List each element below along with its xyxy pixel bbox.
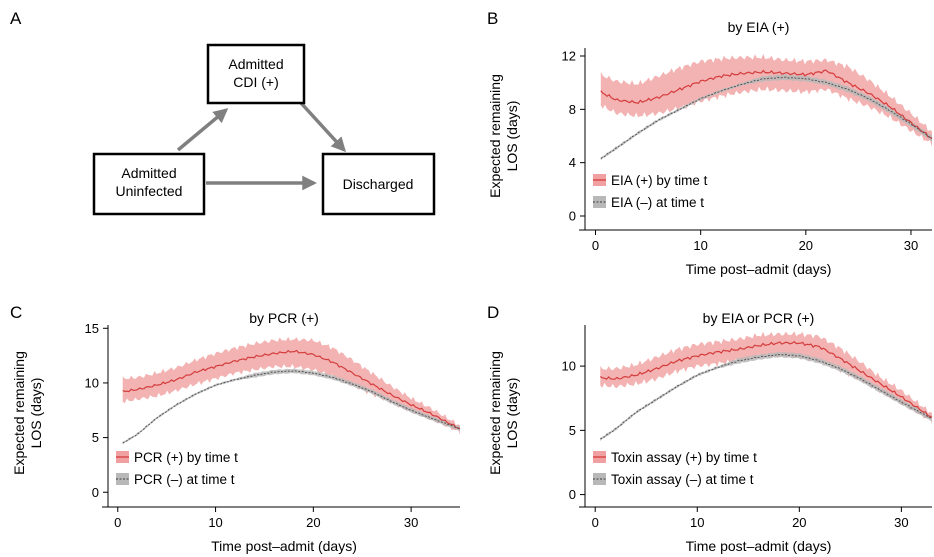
legend-label-c-1: PCR (–) at time t: [134, 472, 235, 487]
panel-letter-d: D: [487, 303, 499, 322]
panel-letter-c: C: [10, 303, 22, 322]
chart-panel-b: by EIA (+) 0 4 8 12 0 10 20 30 Time post–admit (d…: [487, 19, 933, 277]
node-admitted-cdi-line2: CDI (+): [233, 74, 279, 90]
y-axis-label-b: Expected remainingLOS (days): [487, 74, 520, 198]
y-tick-label-d-2: 10: [562, 359, 576, 374]
state-diagram: Admitted CDI (+) Admitted Uninfected Dis…: [92, 43, 436, 216]
chart-title-b: by EIA (+): [728, 19, 790, 35]
x-tick-label-d-0: 0: [592, 515, 599, 530]
node-admitted-cdi-line1: Admitted: [228, 56, 283, 72]
arrow-cdi-to-discharged: [299, 101, 346, 153]
x-tick-label-b-2: 20: [799, 238, 813, 253]
y-axis-label-c: Expected remainingLOS (days): [11, 351, 44, 475]
y-tick-label-b-1: 4: [569, 155, 576, 170]
x-tick-label-c-3: 30: [404, 515, 418, 530]
node-discharged-label: Discharged: [343, 176, 414, 192]
series-line-d-negative: [600, 353, 933, 440]
y-axis-label-line-d-0: Expected remaining: [487, 351, 503, 475]
y-axis-label-line-d-1: LOS (days): [504, 378, 520, 449]
legend-label-d-1: Toxin assay (–) at time t: [611, 472, 754, 487]
y-axis-label-line-b-0: Expected remaining: [487, 74, 503, 198]
y-tick-label-c-3: 15: [85, 321, 99, 336]
chart-title-d: by EIA or PCR (+): [703, 310, 815, 326]
y-tick-label-c-1: 5: [92, 430, 99, 445]
y-axis-label-d: Expected remainingLOS (days): [487, 351, 520, 475]
ci-band-b-positive: [600, 54, 932, 147]
x-tick-label-b-1: 10: [693, 238, 707, 253]
node-discharged-box: [321, 152, 436, 216]
x-tick-label-c-2: 20: [306, 515, 320, 530]
y-tick-label-d-0: 0: [569, 487, 576, 502]
series-line-b-negative: [600, 76, 933, 159]
x-tick-label-d-1: 10: [690, 515, 704, 530]
y-tick-label-b-2: 8: [569, 102, 576, 117]
legend-label-b-0: EIA (+) by time t: [611, 173, 708, 188]
x-tick-label-b-3: 30: [904, 238, 918, 253]
legend-label-b-1: EIA (–) at time t: [611, 195, 704, 210]
series-line-b-positive: [600, 69, 933, 140]
y-axis-label-line-c-0: Expected remaining: [11, 351, 27, 475]
series-line-d-positive: [599, 341, 933, 418]
ci-band-d-negative: [600, 351, 932, 442]
node-admitted-cdi-box: [206, 43, 306, 105]
series-line-c-positive: [122, 349, 461, 430]
series-line-c-negative: [122, 370, 461, 444]
x-tick-label-c-1: 10: [208, 515, 222, 530]
y-tick-label-d-1: 5: [569, 423, 576, 438]
ci-band-d-positive: [600, 331, 932, 425]
ci-band-c-positive: [122, 336, 460, 435]
legend-swatch-b-1: [593, 196, 606, 208]
legend-swatch-c-1: [116, 473, 129, 485]
arrow-uninfected-to-cdi: [176, 108, 229, 152]
y-axis-label-line-c-1: LOS (days): [28, 378, 44, 449]
legend-label-c-0: PCR (+) by time t: [134, 450, 238, 465]
x-axis-label-d: Time post–admit (days): [686, 538, 832, 554]
y-tick-label-b-0: 0: [569, 209, 576, 224]
node-admitted-uninfected-line1: Admitted: [121, 165, 176, 181]
x-axis-label-b: Time post–admit (days): [686, 261, 832, 277]
y-tick-label-b-3: 12: [562, 49, 576, 64]
panel-letter-a: A: [10, 9, 22, 28]
y-tick-label-c-0: 0: [92, 485, 99, 500]
x-tick-label-d-2: 20: [792, 515, 806, 530]
y-axis-label-line-b-1: LOS (days): [504, 101, 520, 172]
panel-letter-b: B: [487, 9, 498, 28]
y-tick-label-c-2: 10: [85, 375, 99, 390]
node-admitted-uninfected-box: [92, 152, 206, 216]
chart-panel-c: by PCR (+) 0 5 10 15 0 10 20 30 Time post–admit (…: [11, 310, 461, 554]
chart-panel-d: by EIA or PCR (+) 0 5 10 0 10 20 30 Time post–ad…: [487, 310, 933, 554]
x-tick-label-c-0: 0: [114, 515, 121, 530]
x-tick-label-d-3: 30: [894, 515, 908, 530]
node-admitted-uninfected-line2: Uninfected: [116, 183, 183, 199]
legend-swatch-d-1: [593, 473, 606, 485]
legend-label-d-0: Toxin assay (+) by time t: [611, 450, 757, 465]
x-axis-label-c: Time post–admit (days): [211, 538, 357, 554]
chart-title-c: by PCR (+): [249, 310, 319, 326]
x-tick-label-b-0: 0: [592, 238, 599, 253]
